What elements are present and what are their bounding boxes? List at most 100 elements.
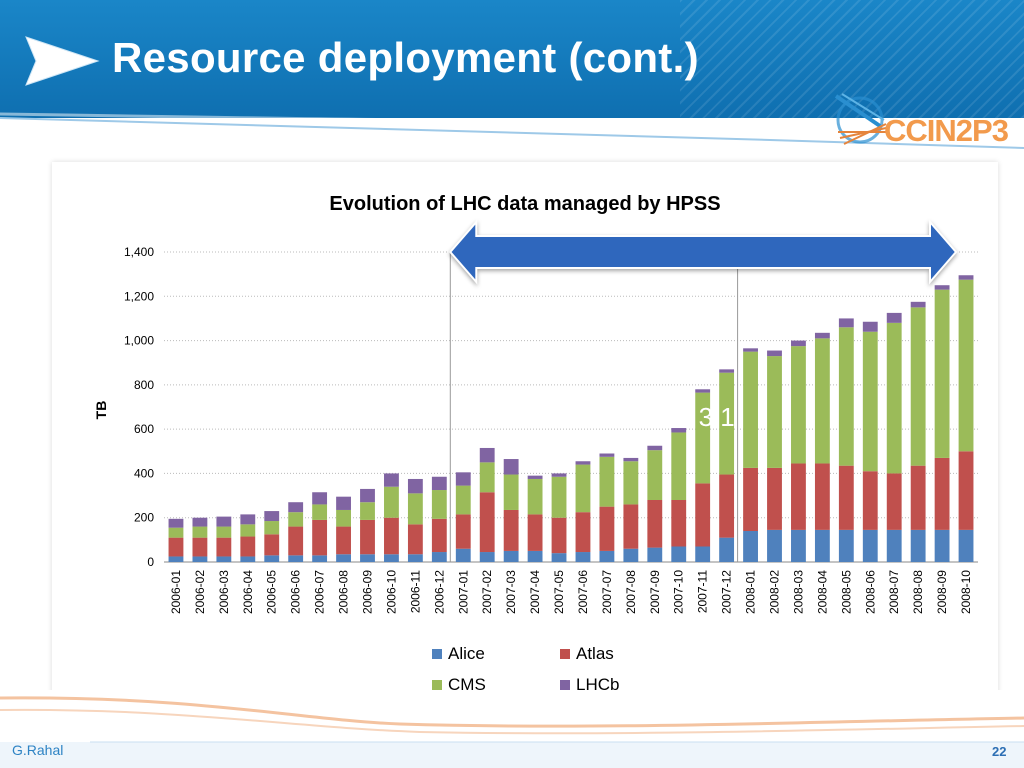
bar-alice-2007-11 bbox=[695, 546, 711, 562]
x-tick-label: 2007-01 bbox=[456, 570, 470, 614]
bar-lhcb-2008-02 bbox=[767, 350, 782, 357]
legend-swatch bbox=[432, 649, 442, 659]
x-tick-label: 2007-11 bbox=[696, 570, 710, 613]
legend-label: CMS bbox=[448, 675, 486, 694]
bar-cms-2008-02 bbox=[767, 356, 782, 468]
bar-lhcb-2007-11 bbox=[695, 389, 711, 393]
bar-lhcb-2006-09 bbox=[360, 488, 375, 503]
bar-atlas-2006-12 bbox=[431, 518, 447, 553]
x-tick-label: 2006-08 bbox=[337, 570, 351, 614]
bar-cms-2008-10 bbox=[958, 279, 974, 452]
x-tick-label: 2007-08 bbox=[624, 570, 638, 614]
bar-atlas-2008-06 bbox=[862, 471, 878, 530]
bar-alice-2008-10 bbox=[958, 529, 974, 562]
bar-lhcb-2006-01 bbox=[168, 518, 184, 528]
bar-alice-2007-02 bbox=[479, 552, 495, 562]
x-tick-label: 2007-10 bbox=[672, 570, 686, 614]
bar-lhcb-2006-11 bbox=[407, 478, 423, 494]
bar-cms-2006-07 bbox=[312, 504, 328, 520]
bar-alice-2006-03 bbox=[216, 556, 232, 562]
x-tick-label: 2008-07 bbox=[887, 570, 901, 614]
legend-label: LHCb bbox=[576, 675, 620, 694]
bar-cms-2007-05 bbox=[551, 476, 567, 518]
bar-alice-2008-02 bbox=[767, 529, 782, 562]
bar-cms-2006-09 bbox=[360, 502, 375, 520]
bar-lhcb-2008-09 bbox=[934, 285, 950, 290]
bar-alice-2006-09 bbox=[360, 554, 375, 562]
legend-item-alice: Alice bbox=[432, 644, 485, 664]
x-tick-label: 2008-06 bbox=[863, 570, 877, 614]
bar-cms-2007-07 bbox=[599, 456, 615, 507]
x-tick-label: 2007-12 bbox=[720, 570, 734, 614]
bar-cms-2008-07 bbox=[886, 322, 902, 474]
bar-alice-2008-07 bbox=[886, 529, 902, 562]
bar-alice-2006-02 bbox=[192, 556, 208, 562]
bar-alice-2008-06 bbox=[862, 529, 878, 562]
x-tick-label: 2006-07 bbox=[313, 570, 327, 614]
bar-atlas-2006-03 bbox=[216, 537, 232, 557]
x-tick-label: 2006-03 bbox=[217, 570, 231, 614]
bar-atlas-2007-10 bbox=[671, 500, 687, 547]
bar-atlas-2008-01 bbox=[743, 467, 758, 531]
bar-cms-2007-03 bbox=[503, 474, 519, 510]
bar-cms-2006-01 bbox=[168, 527, 184, 538]
bar-alice-2007-10 bbox=[671, 546, 687, 562]
bar-lhcb-2008-01 bbox=[743, 348, 758, 352]
bar-cms-2007-08 bbox=[623, 461, 639, 505]
logo-text: CCIN2P3 bbox=[884, 113, 1009, 148]
bar-alice-2007-08 bbox=[623, 548, 639, 562]
legend-swatch bbox=[560, 649, 570, 659]
x-tick-label: 2006-02 bbox=[193, 570, 207, 614]
bar-atlas-2007-03 bbox=[503, 509, 519, 551]
bar-atlas-2006-07 bbox=[312, 519, 328, 556]
bar-cms-2008-04 bbox=[814, 338, 830, 464]
bar-atlas-2006-10 bbox=[384, 517, 399, 555]
bar-alice-2006-06 bbox=[288, 555, 304, 562]
bar-atlas-2006-09 bbox=[360, 519, 375, 555]
bar-alice-2007-07 bbox=[599, 550, 615, 562]
bar-cms-2008-01 bbox=[743, 351, 758, 468]
bar-atlas-2008-10 bbox=[958, 451, 974, 530]
bar-cms-2006-06 bbox=[288, 512, 304, 527]
slide-title: Resource deployment (cont.) bbox=[112, 34, 699, 81]
y-tick-label: 1,400 bbox=[124, 245, 154, 259]
header-wave bbox=[0, 112, 1024, 124]
x-tick-label: 2006-01 bbox=[169, 570, 183, 614]
x-tick-label: 2008-09 bbox=[935, 570, 949, 614]
x-tick-label: 2008-08 bbox=[911, 570, 925, 614]
legend-swatch bbox=[432, 680, 442, 690]
bar-alice-2006-10 bbox=[384, 554, 399, 562]
bar-atlas-2008-08 bbox=[910, 465, 926, 530]
bar-lhcb-2006-07 bbox=[312, 492, 328, 505]
x-tick-label: 2008-02 bbox=[768, 570, 782, 614]
bar-cms-2006-10 bbox=[384, 486, 399, 518]
bar-alice-2007-03 bbox=[503, 550, 519, 562]
bar-cms-2006-11 bbox=[407, 493, 423, 525]
x-tick-label: 2007-09 bbox=[648, 570, 662, 614]
bar-lhcb-2006-02 bbox=[192, 517, 208, 527]
bar-lhcb-2007-06 bbox=[575, 461, 591, 465]
bar-lhcb-2007-02 bbox=[479, 447, 495, 463]
bar-atlas-2006-11 bbox=[407, 524, 423, 555]
bar-alice-2007-12 bbox=[719, 537, 735, 562]
bar-alice-2007-09 bbox=[647, 547, 663, 562]
chart-canvas: 0 200 400 600 800 1,000 1,200 1,400 2006-01 2006-… bbox=[124, 219, 978, 614]
legend-swatch bbox=[560, 680, 570, 690]
bar-atlas-2007-05 bbox=[551, 517, 567, 554]
play-arrow-icon bbox=[25, 36, 100, 86]
legend-item-cms: CMS bbox=[432, 675, 486, 695]
bar-atlas-2006-04 bbox=[240, 536, 256, 557]
legend-label: Alice bbox=[448, 644, 485, 663]
x-tick-label: 2007-02 bbox=[480, 570, 494, 614]
bar-lhcb-2006-05 bbox=[264, 511, 280, 522]
bar-lhcb-2008-06 bbox=[862, 321, 878, 332]
bar-alice-2006-04 bbox=[240, 556, 256, 562]
x-tick-label: 2008-10 bbox=[959, 570, 973, 614]
bar-alice-2006-07 bbox=[312, 555, 328, 562]
bar-lhcb-2007-08 bbox=[623, 457, 639, 462]
bar-cms-2006-04 bbox=[240, 524, 256, 537]
x-tick-label: 2006-04 bbox=[241, 570, 255, 614]
bar-lhcb-2008-05 bbox=[838, 318, 854, 328]
bar-lhcb-2006-12 bbox=[431, 476, 447, 491]
bar-cms-2006-12 bbox=[431, 490, 447, 519]
